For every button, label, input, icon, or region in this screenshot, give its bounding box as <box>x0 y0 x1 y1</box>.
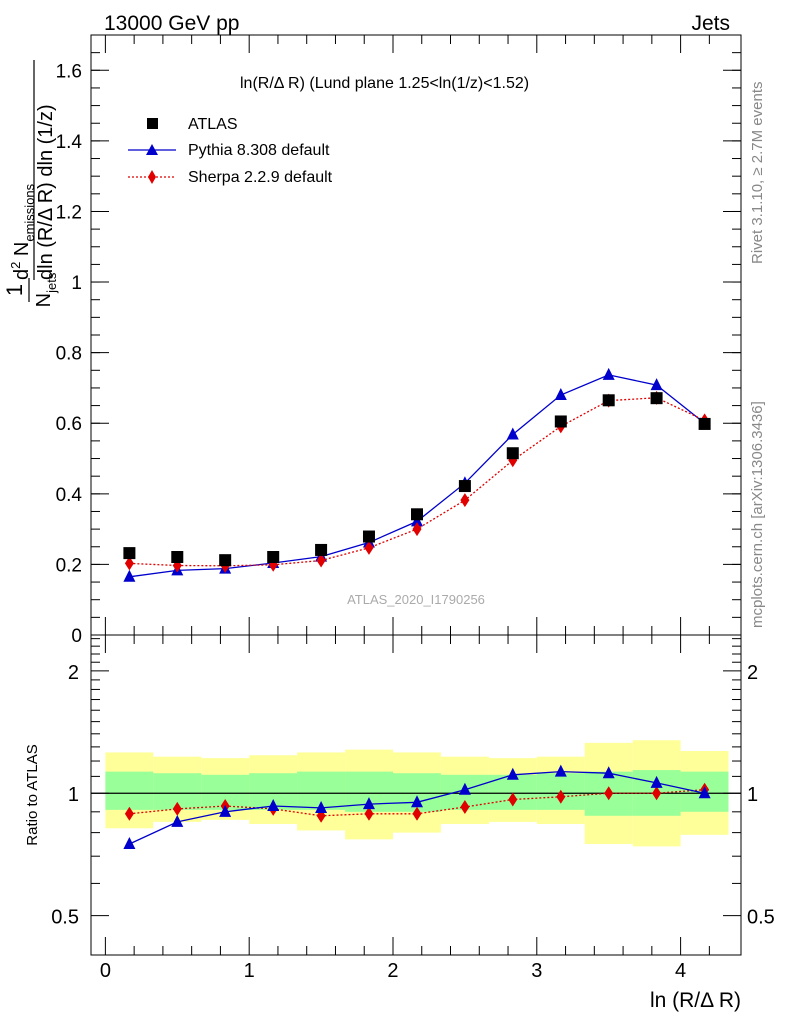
main-ytick-label: 0.4 <box>56 485 83 506</box>
pythia-point-8 <box>506 427 519 440</box>
ratio-sherpa-point-6 <box>412 806 422 821</box>
ratio-ytick-label-left: 2 <box>68 662 79 684</box>
ratio-pythia-point-7 <box>458 782 471 795</box>
atlas-point-1 <box>171 551 184 563</box>
sherpa-point-4 <box>316 553 326 568</box>
atlas-point-8 <box>506 447 519 460</box>
ratio-axis-ticks: 0.5 0.5 1 1 2 2 0 1 2 3 4 <box>51 635 775 982</box>
ratio-pythia-point-8 <box>506 767 519 780</box>
ratio-sherpa-point-5 <box>364 806 374 821</box>
main-title: ln(R/Δ R) (Lund plane 1.25<ln(1/z)<1.52) <box>240 75 529 92</box>
ratio-pythia-point-0 <box>123 837 136 850</box>
main-ytick-label: 1.6 <box>56 61 82 82</box>
pythia-point-10 <box>602 367 615 380</box>
ratio-plot-marks <box>91 740 741 850</box>
ratio-pythia-point-3 <box>267 799 280 812</box>
ylabel-numerator-one: 1 <box>2 284 27 296</box>
ratio-ylabel: Ratio to ATLAS <box>24 744 41 845</box>
main-ytick-label: 1 <box>71 273 82 294</box>
atlas-point-10 <box>602 394 615 407</box>
ratio-ytick-label-left: 1 <box>68 784 79 806</box>
atlas-point-5 <box>362 530 375 543</box>
ratio-sherpa-point-10 <box>604 786 614 801</box>
atlas-point-2 <box>219 554 232 567</box>
ratio-pythia-point-10 <box>602 766 615 779</box>
ratio-ytick-label-right: 2 <box>747 662 758 684</box>
main-ytick-label: 0.2 <box>56 555 82 576</box>
sherpa-point-7 <box>460 493 470 508</box>
pythia-line <box>129 374 706 578</box>
ratio-ytick-label-left: 0.5 <box>51 907 79 929</box>
atlas-point-4 <box>315 543 328 556</box>
energy-label: 13000 GeV pp <box>104 12 239 35</box>
ratio-frame <box>90 634 742 956</box>
ratio-pythia-point-4 <box>315 800 328 813</box>
ratio-sherpa-point-8 <box>508 792 518 807</box>
x-tick-label: 4 <box>675 960 686 982</box>
main-ytick-label: 0 <box>71 626 82 647</box>
atlas-point-3 <box>267 551 280 563</box>
main-plot-marks <box>123 367 711 582</box>
ylabel-denominator: dln (R/Δ R) dln (1/z) <box>35 104 57 280</box>
atlas-point-0 <box>123 547 136 560</box>
pythia-point-9 <box>554 388 567 400</box>
ratio-pythia-point-6 <box>411 795 424 808</box>
atlas-point-12 <box>698 417 711 430</box>
ylabel-numerator: d2 Nemissions <box>8 183 37 280</box>
x-tick-label: 3 <box>531 960 542 982</box>
pythia-point-11 <box>650 378 663 391</box>
main-axis-ticks: 0 0.2 0.4 0.6 0.8 1 1.2 1.4 1.6 <box>56 34 741 647</box>
sherpa-point-0 <box>124 556 134 571</box>
legend-atlas-label: ATLAS <box>188 116 238 133</box>
legend-sherpa-label: Sherpa 2.2.9 default <box>188 169 333 186</box>
main-ytick-label: 0.8 <box>56 344 82 365</box>
legend-atlas-marker <box>147 118 158 129</box>
ratio-ytick-label-right: 0.5 <box>747 907 775 929</box>
pythia-point-0 <box>123 569 136 582</box>
atlas-point-6 <box>411 508 424 521</box>
legend: ATLAS Pythia 8.308 default Sherpa 2.2.9 … <box>128 116 333 186</box>
ratio-sherpa-point-9 <box>556 789 566 804</box>
ratio-pythia-point-9 <box>554 764 567 777</box>
ratio-ytick-label-right: 1 <box>747 784 758 806</box>
x-tick-label: 0 <box>100 960 111 982</box>
ratio-pythia-point-2 <box>219 804 232 817</box>
atlas-point-7 <box>458 480 471 493</box>
ratio-sherpa-point-0 <box>124 806 134 821</box>
main-panel: 0 0.2 0.4 0.6 0.8 1 1.2 1.4 1.6 ln(R/Δ R) (Lund … <box>2 34 742 647</box>
ratio-pythia-point-1 <box>171 814 184 827</box>
main-ylabel: 1 Njets d2 Nemissions dln (R/Δ R) dln (1… <box>2 60 59 307</box>
mcplots-label: mcplots.cern.ch [arXiv:1306.3436] <box>749 401 766 628</box>
watermark: ATLAS_2020_I1790256 <box>347 592 485 607</box>
ratio-panel: 0.5 0.5 1 1 2 2 0 1 2 3 4 Ratio to ATLAS ln (R/Δ R… <box>24 634 775 1012</box>
x-tick-label: 2 <box>387 960 398 982</box>
legend-pythia-label: Pythia 8.308 default <box>188 142 330 159</box>
x-axis-label: ln (R/Δ R) <box>650 989 741 1012</box>
x-tick-label: 1 <box>244 960 255 982</box>
main-ytick-label: 1.4 <box>56 132 83 153</box>
sherpa-line <box>129 397 705 567</box>
ratio-sherpa-point-1 <box>172 801 182 816</box>
legend-sherpa-marker <box>148 170 156 184</box>
ratio-pythia-point-5 <box>362 797 375 810</box>
main-ytick-label: 1.2 <box>56 202 82 223</box>
atlas-point-9 <box>554 415 567 428</box>
legend-pythia-marker <box>146 144 158 155</box>
process-label: Jets <box>691 12 730 35</box>
atlas-point-11 <box>650 392 663 405</box>
pythia-point-6 <box>411 514 424 527</box>
sherpa-point-5 <box>364 540 374 555</box>
sherpa-point-6 <box>412 522 422 537</box>
ratio-sherpa-point-11 <box>652 786 662 801</box>
ratio-inner-band-0 <box>105 771 154 810</box>
main-ytick-label: 0.6 <box>56 414 82 435</box>
rivet-label: Rivet 3.1.10, ≥ 2.7M events <box>749 82 766 265</box>
ratio-pythia-point-11 <box>650 775 663 788</box>
ratio-pythia-point-12 <box>698 786 711 799</box>
ratio-sherpa-point-7 <box>460 799 470 814</box>
